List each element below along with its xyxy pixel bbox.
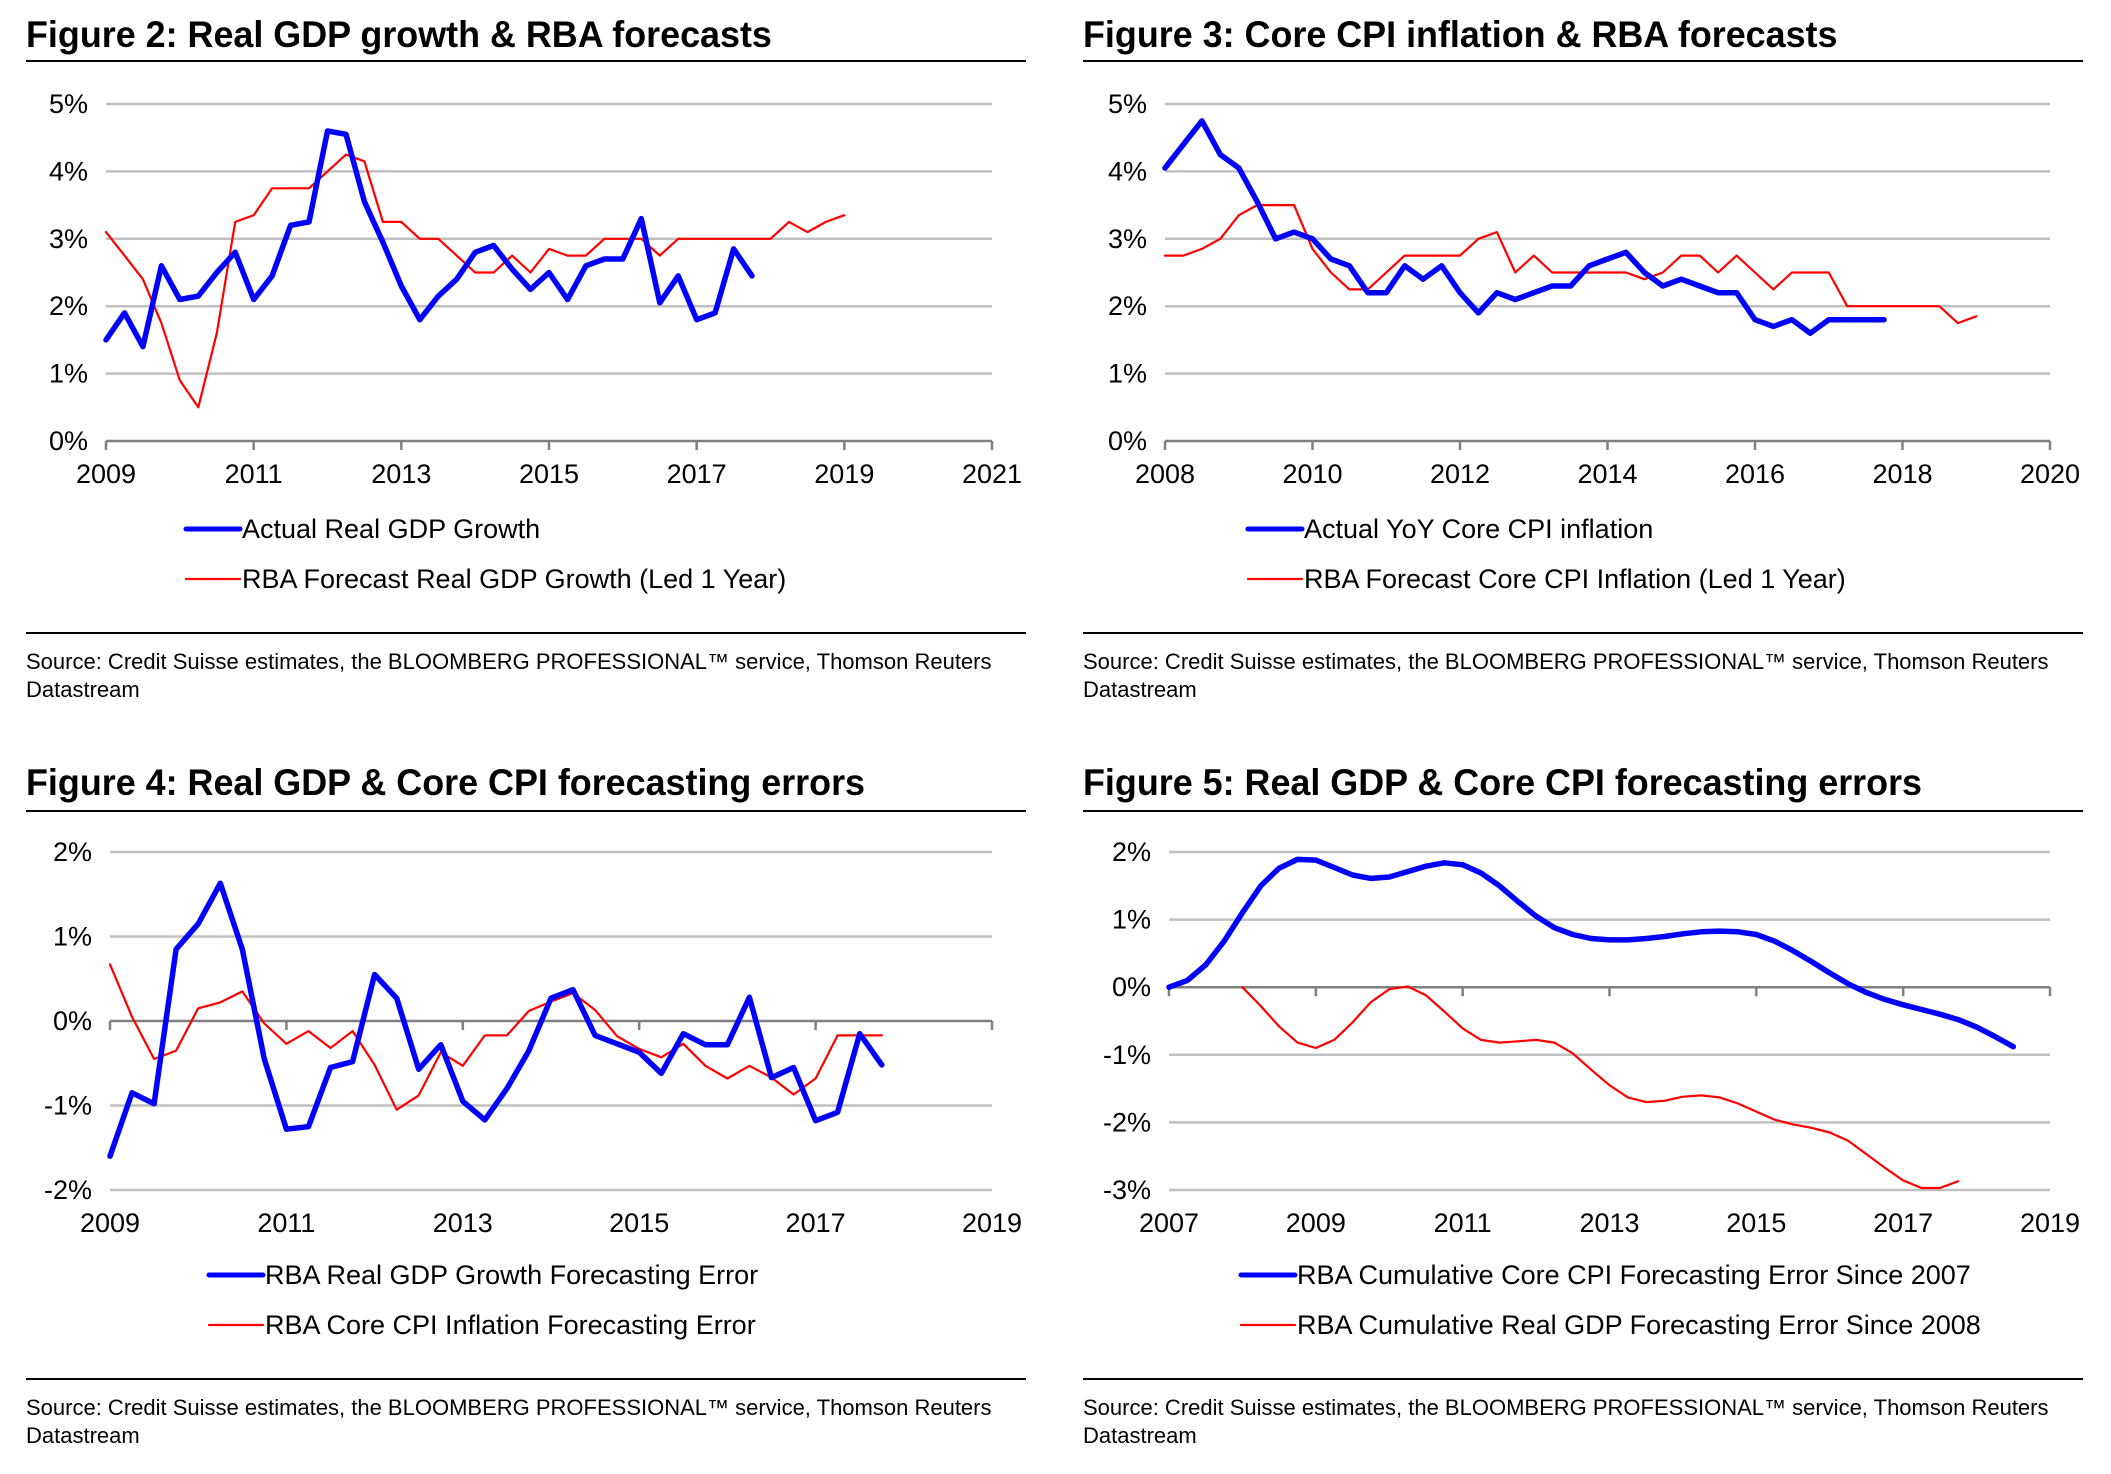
y-tick-label: 4% [49,156,88,186]
y-tick-label: 0% [53,1006,92,1036]
title-rule [1083,810,2083,812]
x-tick-label: 2015 [609,1208,669,1238]
y-tick-label: 0% [1112,972,1151,1002]
x-tick-label: 2016 [1725,459,1785,489]
y-tick-label: 5% [49,89,88,119]
x-tick-label: 2019 [2020,1208,2080,1238]
y-tick-label: 1% [1108,359,1147,389]
y-tick-label: -1% [1103,1040,1151,1070]
source-note: Source: Credit Suisse estimates, the BLO… [1083,649,2049,702]
x-tick-label: 2009 [80,1208,140,1238]
figure-3-chart: 0% 1% 2% 3% 4% 5% 2008 2010 2012 2014 2016 2018 2020… [1108,89,2080,594]
y-tick-label: 1% [49,359,88,389]
y-tick-label: 2% [1108,291,1147,321]
series-line-forecast [1163,204,1978,325]
source-note: Source: Credit Suisse estimates, the BLO… [26,1395,992,1448]
figure-5-panel: Figure 5: Real GDP & Core CPI forecastin… [1083,748,2088,1468]
y-tick-label: 5% [1108,89,1147,119]
figure-2-chart: 0% 1% 2% 3% 4% 5% 2009 2011 2013 2015 2017 2019 2021… [49,89,1022,594]
series-line-actual [107,880,885,1159]
y-tick-label: 2% [49,291,88,321]
y-tick-label: -1% [44,1091,92,1121]
source-note: Source: Credit Suisse estimates, the BLO… [1083,1395,2049,1448]
x-tick-label: 2018 [1872,459,1932,489]
y-tick-label: -3% [1103,1175,1151,1205]
source-rule [1083,632,2083,634]
source-rule [26,632,1026,634]
y-tick-label: -2% [44,1175,92,1205]
x-tick-label: 2017 [667,459,727,489]
figure-2-panel: Figure 2: Real GDP growth & RBA forecast… [26,0,1031,720]
y-tick-label: -2% [1103,1107,1151,1137]
x-tick-label: 2013 [1579,1208,1639,1238]
y-tick-label: 3% [1108,224,1147,254]
figure-title: Figure 2: Real GDP growth & RBA forecast… [26,14,772,55]
x-tick-label: 2013 [433,1208,493,1238]
x-tick-label: 2013 [371,459,431,489]
series-line-actual [1162,118,1887,336]
series-line-actual [103,128,755,350]
figure-title: Figure 4: Real GDP & Core CPI forecastin… [26,762,866,803]
figure-3-panel: Figure 3: Core CPI inflation & RBA forec… [1083,0,2088,720]
legend-label: RBA Cumulative Core CPI Forecasting Erro… [1297,1260,1971,1290]
x-tick-label: 2011 [1434,1208,1492,1238]
y-tick-label: 3% [49,224,88,254]
x-tick-label: 2021 [962,459,1022,489]
legend-label: RBA Cumulative Real GDP Forecasting Erro… [1297,1310,1981,1340]
x-tick-label: 2009 [76,459,136,489]
x-tick-label: 2019 [962,1208,1022,1238]
series-line-actual [1166,856,2017,1050]
y-tick-label: 1% [53,922,92,952]
x-tick-label: 2014 [1577,459,1637,489]
x-tick-label: 2007 [1139,1208,1199,1238]
x-tick-label: 2010 [1282,459,1342,489]
title-rule [26,60,1026,62]
legend-label: Actual Real GDP Growth [242,514,540,544]
figure-5-chart: -3% -2% -1% 0% 1% 2% 2007 2009 2011 2013 2015 2017 2… [1103,837,2080,1340]
x-tick-label: 2020 [2020,459,2080,489]
x-tick-label: 2015 [519,459,579,489]
source-rule [26,1378,1026,1380]
x-tick-label: 2012 [1430,459,1490,489]
title-rule [26,810,1026,812]
source-rule [1083,1378,2083,1380]
legend-label: RBA Core CPI Inflation Forecasting Error [265,1310,756,1340]
x-tick-label: 2017 [786,1208,846,1238]
series-line-forecast [1241,985,1960,1190]
y-tick-label: 2% [53,837,92,867]
y-tick-label: 1% [1112,905,1151,935]
source-note: Source: Credit Suisse estimates, the BLO… [26,649,992,702]
title-rule [1083,60,2083,62]
figure-4-chart: -2% -1% 0% 1% 2% 2009 2011 2013 2015 2017 2019 RBA … [44,837,1022,1340]
legend-label: Actual YoY Core CPI inflation [1304,514,1653,544]
y-tick-label: 4% [1108,156,1147,186]
figure-4-panel: Figure 4: Real GDP & Core CPI forecastin… [26,748,1031,1468]
y-tick-label: 0% [49,426,88,456]
x-tick-label: 2011 [225,459,283,489]
figure-title: Figure 3: Core CPI inflation & RBA forec… [1083,14,1838,55]
y-tick-label: 2% [1112,837,1151,867]
x-tick-label: 2015 [1726,1208,1786,1238]
x-tick-label: 2009 [1286,1208,1346,1238]
legend-label: RBA Real GDP Growth Forecasting Error [265,1260,758,1290]
series-line-forecast [104,153,846,409]
series-line-forecast [108,963,883,1111]
figure-title: Figure 5: Real GDP & Core CPI forecastin… [1083,762,1923,803]
x-tick-label: 2019 [814,459,874,489]
x-tick-label: 2017 [1873,1208,1933,1238]
x-tick-label: 2008 [1135,459,1195,489]
legend-label: RBA Forecast Real GDP Growth (Led 1 Year… [242,564,786,594]
legend-label: RBA Forecast Core CPI Inflation (Led 1 Y… [1304,564,1846,594]
y-tick-label: 0% [1108,426,1147,456]
x-tick-label: 2011 [257,1208,315,1238]
